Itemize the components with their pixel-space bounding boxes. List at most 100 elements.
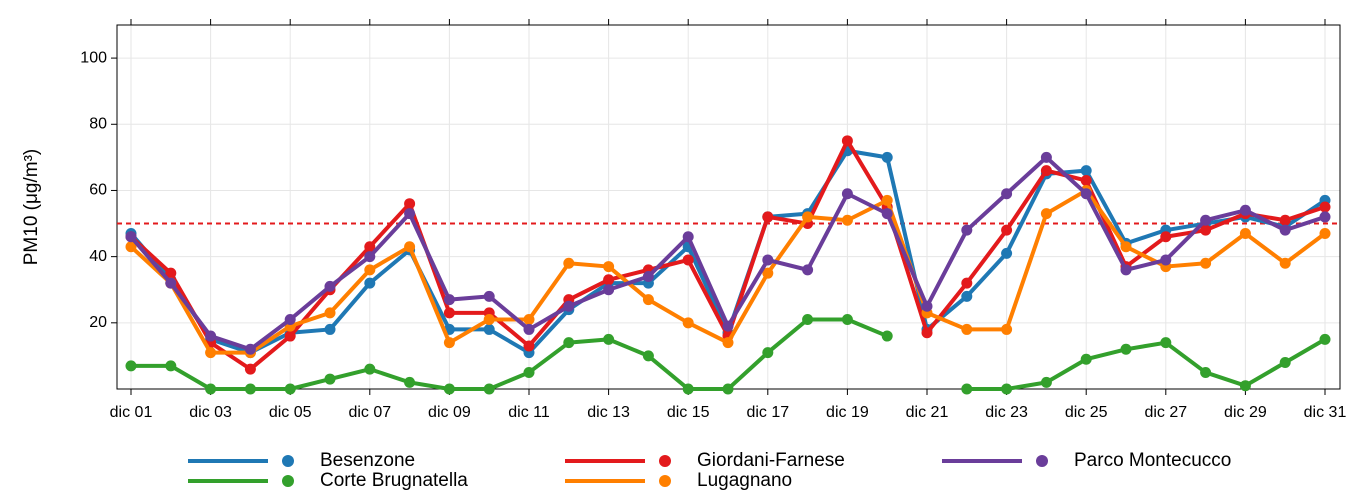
x-tick-label: dic 05 — [269, 404, 312, 421]
data-point — [404, 208, 416, 220]
data-point — [1080, 175, 1092, 187]
data-point — [1080, 353, 1092, 365]
data-point — [404, 198, 416, 210]
data-point — [1200, 257, 1212, 269]
data-point — [443, 294, 455, 306]
data-point — [603, 274, 615, 286]
data-point — [802, 314, 814, 326]
y-tick-label: 20 — [89, 314, 107, 331]
legend-marker — [282, 475, 294, 487]
data-point — [1279, 214, 1291, 226]
data-point — [1080, 165, 1092, 177]
data-point — [722, 383, 734, 395]
data-point — [364, 277, 376, 289]
data-point — [961, 383, 973, 395]
data-point — [682, 317, 694, 329]
data-point — [881, 194, 893, 206]
x-tick-label: dic 29 — [1224, 404, 1267, 421]
x-tick-label: dic 21 — [906, 404, 949, 421]
data-point — [324, 307, 336, 319]
legend-label: Corte Brugnatella — [320, 470, 468, 491]
data-point — [921, 300, 933, 312]
data-point — [802, 211, 814, 223]
x-tick-label: dic 13 — [587, 404, 630, 421]
data-point — [1319, 211, 1331, 223]
legend-label: Lugagnano — [697, 470, 792, 491]
legend-marker — [282, 455, 294, 467]
data-point — [1319, 227, 1331, 239]
data-point — [284, 314, 296, 326]
data-point — [523, 340, 535, 352]
data-point — [722, 337, 734, 349]
data-point — [1200, 214, 1212, 226]
data-point — [762, 211, 774, 223]
data-point — [483, 383, 495, 395]
x-tick-label: dic 23 — [985, 404, 1028, 421]
data-point — [961, 290, 973, 302]
legend-marker — [1036, 455, 1048, 467]
data-point — [284, 383, 296, 395]
data-point — [961, 277, 973, 289]
data-point — [841, 188, 853, 200]
data-point — [523, 366, 535, 378]
data-point — [1279, 257, 1291, 269]
data-point — [642, 294, 654, 306]
data-point — [165, 277, 177, 289]
legend-label: Parco Montecucco — [1074, 450, 1231, 471]
data-point — [125, 241, 137, 253]
data-point — [244, 343, 256, 355]
data-point — [1160, 254, 1172, 266]
legend-label: Giordani-Farnese — [697, 450, 845, 471]
data-point — [244, 363, 256, 375]
y-tick-label: 100 — [80, 49, 107, 66]
data-point — [1001, 383, 1013, 395]
data-point — [324, 373, 336, 385]
data-point — [205, 330, 217, 342]
data-point — [1120, 343, 1132, 355]
data-point — [563, 337, 575, 349]
data-point — [1239, 204, 1251, 216]
data-point — [205, 347, 217, 359]
data-point — [682, 231, 694, 243]
data-point — [642, 270, 654, 282]
y-axis-label: PM10 (μg/m³) — [21, 149, 42, 266]
data-point — [165, 267, 177, 279]
data-point — [881, 151, 893, 163]
data-point — [205, 383, 217, 395]
y-tick-label: 80 — [89, 115, 107, 132]
legend-marker — [659, 455, 671, 467]
data-point — [1200, 224, 1212, 236]
x-tick-label: dic 07 — [348, 404, 391, 421]
data-point — [1001, 323, 1013, 335]
data-point — [563, 257, 575, 269]
x-tick-label: dic 01 — [110, 404, 153, 421]
data-point — [443, 307, 455, 319]
data-point — [961, 323, 973, 335]
data-point — [284, 330, 296, 342]
x-tick-label: dic 19 — [826, 404, 869, 421]
data-point — [563, 300, 575, 312]
data-point — [1040, 376, 1052, 388]
data-point — [762, 254, 774, 266]
legend-marker — [659, 475, 671, 487]
data-point — [364, 251, 376, 263]
data-point — [364, 264, 376, 276]
data-point — [1239, 380, 1251, 392]
x-tick-label: dic 03 — [189, 404, 232, 421]
x-tick-label: dic 09 — [428, 404, 471, 421]
data-point — [364, 363, 376, 375]
data-point — [1160, 337, 1172, 349]
data-point — [642, 350, 654, 362]
data-point — [1040, 151, 1052, 163]
data-point — [404, 376, 416, 388]
series-line — [131, 317, 1327, 391]
data-point — [1279, 224, 1291, 236]
data-point — [483, 314, 495, 326]
data-point — [1040, 165, 1052, 177]
data-point — [1239, 227, 1251, 239]
x-tick-label: dic 15 — [667, 404, 710, 421]
data-point — [881, 208, 893, 220]
data-point — [1080, 188, 1092, 200]
data-point — [1319, 201, 1331, 213]
